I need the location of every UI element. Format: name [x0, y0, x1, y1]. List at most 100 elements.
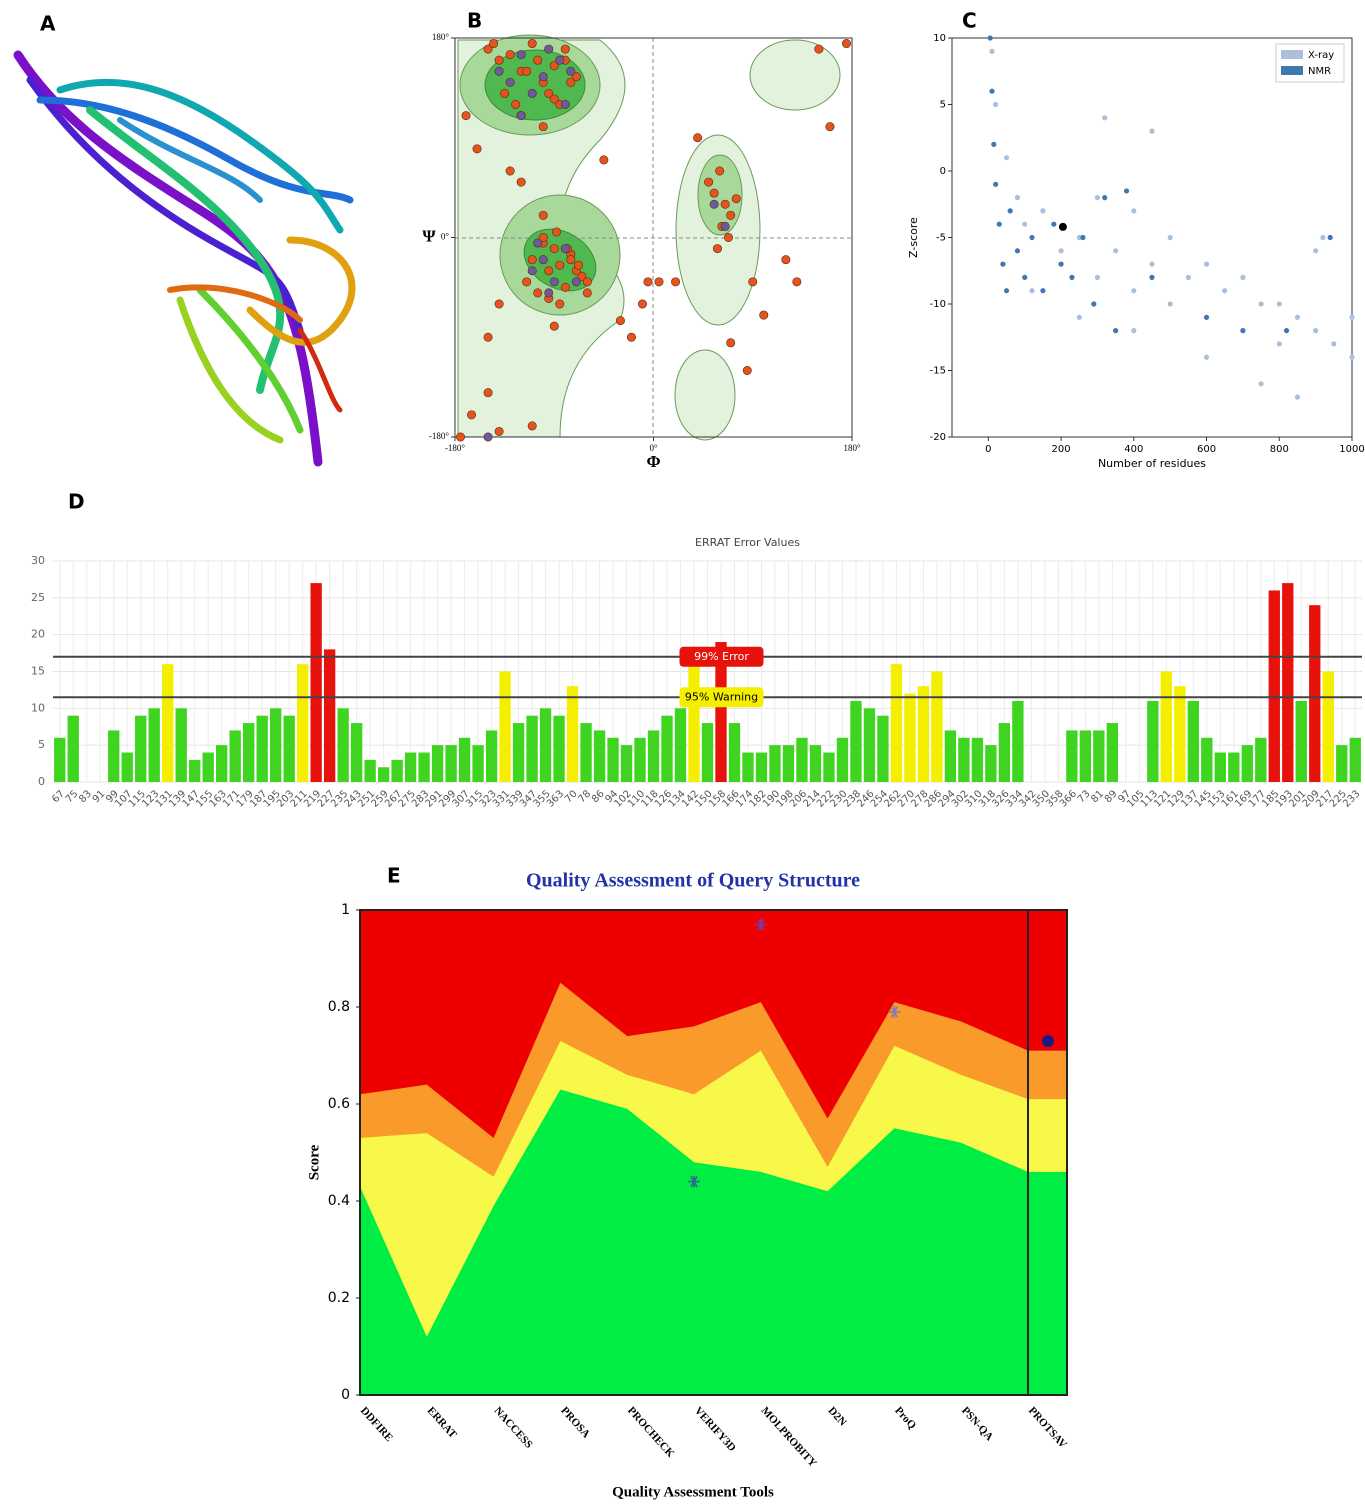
bar — [1107, 723, 1118, 782]
bar — [607, 738, 618, 782]
point — [517, 50, 525, 58]
point — [545, 45, 553, 53]
point — [1349, 315, 1354, 320]
bar — [675, 708, 686, 782]
point — [1131, 328, 1136, 333]
point — [1058, 262, 1063, 267]
bar — [270, 708, 281, 782]
point — [1149, 275, 1154, 280]
bar — [648, 730, 659, 782]
bar — [661, 716, 672, 782]
point — [556, 300, 564, 308]
point — [627, 333, 635, 341]
y-tick-label: 0 — [940, 166, 946, 177]
point — [693, 134, 701, 142]
y-tick-label: 25 — [31, 591, 45, 604]
point — [583, 278, 591, 286]
point — [462, 111, 470, 119]
bar — [405, 753, 416, 782]
point — [710, 189, 718, 197]
point — [495, 56, 503, 64]
point — [993, 102, 998, 107]
point — [506, 167, 514, 175]
y-tick-label: 10 — [933, 33, 946, 44]
bar — [594, 730, 605, 782]
bar — [68, 716, 79, 782]
legend-swatch — [1281, 50, 1303, 59]
point — [484, 388, 492, 396]
point — [550, 95, 558, 103]
bar — [122, 753, 133, 782]
point — [561, 244, 569, 252]
point — [1040, 208, 1045, 213]
y-tick-label: -20 — [930, 432, 946, 443]
point — [600, 156, 608, 164]
chart-title: Quality Assessment of Query Structure — [526, 870, 860, 892]
point — [500, 89, 508, 97]
point — [473, 145, 481, 153]
bar — [162, 664, 173, 782]
point — [1313, 248, 1318, 253]
bar — [972, 738, 983, 782]
bar — [1323, 672, 1334, 783]
bar — [999, 723, 1010, 782]
point — [1131, 288, 1136, 293]
bar — [445, 745, 456, 782]
panel-label: C — [962, 9, 977, 33]
point — [506, 50, 514, 58]
point — [726, 339, 734, 347]
y-tick-label: 5 — [38, 738, 45, 751]
y-tick-label: -10 — [930, 299, 946, 310]
point — [1328, 235, 1333, 240]
bar — [230, 730, 241, 782]
plot-frame — [952, 38, 1352, 437]
point — [539, 255, 547, 263]
point — [1277, 301, 1282, 306]
point — [567, 78, 575, 86]
point — [793, 278, 801, 286]
point — [1149, 262, 1154, 267]
point — [1080, 235, 1085, 240]
point — [988, 35, 993, 40]
point — [506, 78, 514, 86]
point — [989, 89, 994, 94]
x-tick-label: 0 — [985, 444, 991, 455]
bar — [553, 716, 564, 782]
point — [710, 200, 718, 208]
bar — [418, 753, 429, 782]
bar — [499, 672, 510, 783]
y-tick-label: 0 — [38, 775, 45, 788]
bar — [378, 767, 389, 782]
point — [815, 45, 823, 53]
point — [561, 283, 569, 291]
point — [1186, 275, 1191, 280]
x-tick-label: MOLPROBITY — [759, 1405, 819, 1470]
y-tick-label: 0.2 — [328, 1290, 350, 1306]
bar — [918, 686, 929, 782]
point — [522, 278, 530, 286]
x-tick-label: 400 — [1124, 444, 1143, 455]
point — [1015, 195, 1020, 200]
y-axis-label: Z-score — [907, 217, 920, 258]
point — [1124, 188, 1129, 193]
y-tick-label: 0.8 — [328, 999, 350, 1015]
x-tick-label: 600 — [1197, 444, 1216, 455]
point — [1222, 288, 1227, 293]
point — [484, 333, 492, 341]
point — [1095, 275, 1100, 280]
point — [545, 267, 553, 275]
bar — [810, 745, 821, 782]
point — [1059, 223, 1067, 231]
point — [1015, 248, 1020, 253]
bar — [891, 664, 902, 782]
point — [724, 233, 732, 241]
bar — [729, 723, 740, 782]
point — [528, 267, 536, 275]
bar — [1350, 738, 1361, 782]
protein-ribbon — [18, 55, 352, 462]
point — [561, 100, 569, 108]
y-tick-label: 10 — [31, 701, 45, 714]
panel-label: E — [387, 864, 401, 888]
bar — [1161, 672, 1172, 783]
bar — [580, 723, 591, 782]
